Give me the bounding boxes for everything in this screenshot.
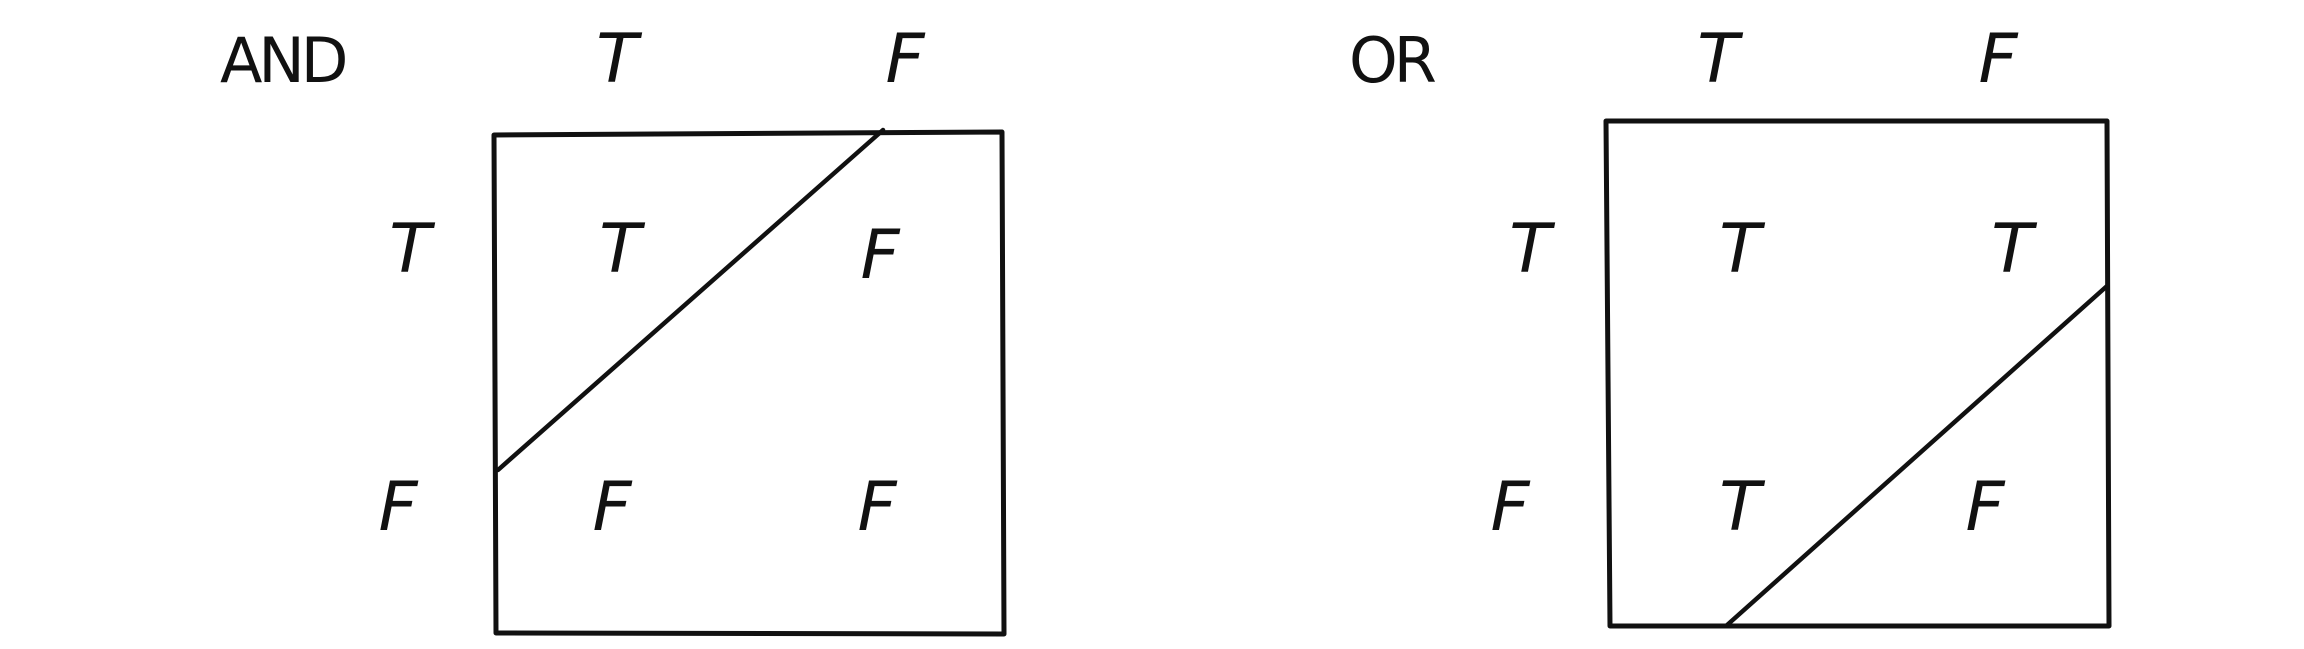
and-diagonal-divider — [495, 127, 886, 473]
or-table-frame — [1603, 118, 2112, 629]
or-cell-t-f: T — [1991, 210, 2037, 289]
and-column-header-t: T — [596, 20, 642, 99]
or-row-header-t: T — [1509, 210, 1555, 289]
and-row-header-t: T — [389, 210, 435, 289]
or-column-header-t: T — [1697, 20, 1743, 99]
and-cell-f-f: F — [857, 468, 897, 547]
or-row-header-f: F — [1490, 468, 1530, 547]
or-diagonal-divider — [1723, 283, 2110, 629]
or-cell-t-t: T — [1719, 210, 1765, 289]
or-column-header-f: F — [1978, 20, 2018, 99]
or-truth-table: OR T F T F T T T F — [1349, 20, 2112, 629]
and-cell-t-t: T — [599, 210, 645, 289]
and-row-header-f: F — [378, 468, 418, 547]
and-column-header-f: F — [885, 20, 925, 99]
or-cell-f-t: T — [1719, 468, 1765, 547]
and-operator-label: AND — [220, 24, 346, 97]
and-cell-t-f: F — [860, 216, 900, 295]
and-table-frame — [491, 129, 1007, 637]
and-truth-table: AND T F T F T F F F — [220, 20, 1007, 637]
or-operator-label: OR — [1349, 24, 1436, 97]
or-cell-f-f: F — [1965, 468, 2005, 547]
and-cell-f-t: F — [592, 468, 632, 547]
